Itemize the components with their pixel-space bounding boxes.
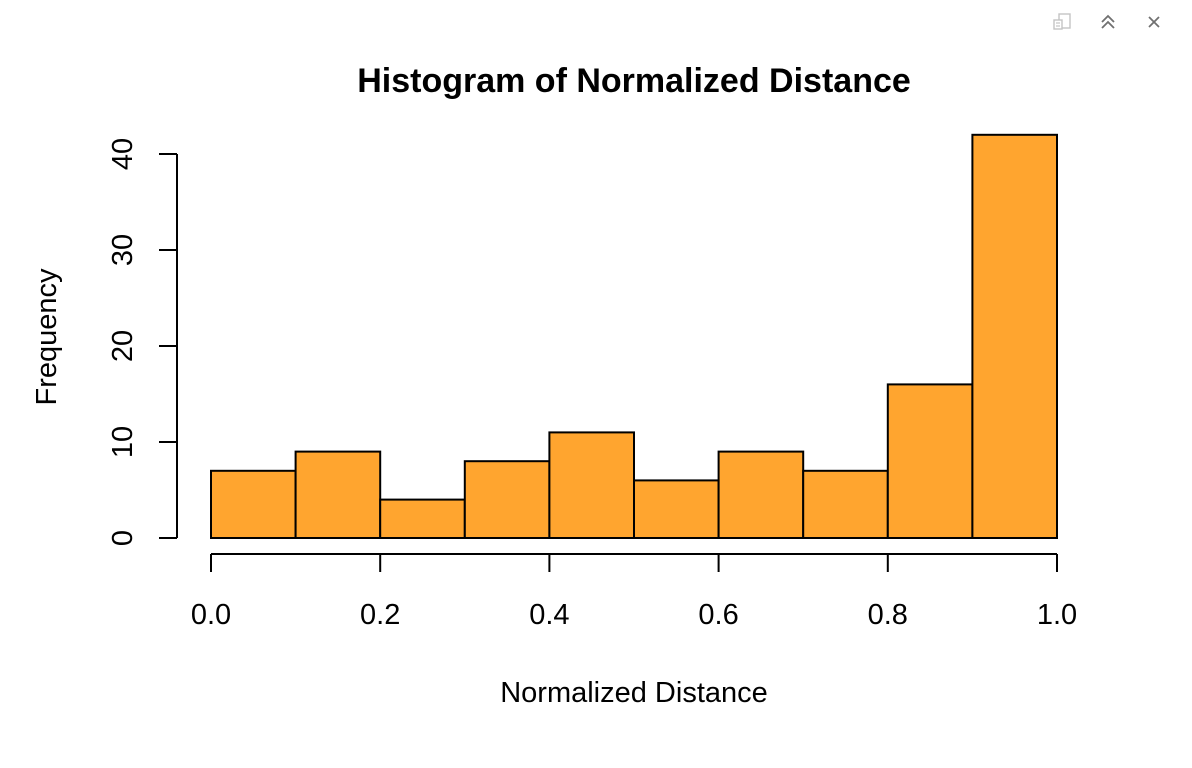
histogram-bar bbox=[294, 450, 382, 540]
x-axis: 0.0 0.2 0.4 0.6 0.8 1.0 bbox=[191, 553, 1077, 631]
x-tick-label: 0.8 bbox=[868, 599, 908, 631]
export-button[interactable] bbox=[1046, 8, 1078, 36]
y-tick-label: 30 bbox=[107, 234, 139, 266]
x-tick-label: 0.6 bbox=[698, 599, 738, 631]
y-tick-label: 10 bbox=[107, 426, 139, 458]
bars-group bbox=[210, 133, 1059, 540]
y-axis-label: Frequency bbox=[31, 268, 63, 406]
histogram-bar bbox=[802, 469, 889, 539]
y-axis: 0 10 20 30 40 bbox=[107, 138, 178, 546]
export-icon bbox=[1053, 13, 1071, 30]
x-axis-label: Normalized Distance bbox=[500, 677, 768, 709]
close-icon bbox=[1148, 16, 1160, 28]
histogram-bar bbox=[463, 460, 551, 540]
histogram-bar bbox=[548, 431, 636, 539]
chart-title: Histogram of Normalized Distance bbox=[357, 62, 911, 100]
histogram-bar bbox=[210, 469, 297, 539]
y-tick-label: 0 bbox=[107, 530, 139, 546]
x-tick-label: 0.4 bbox=[529, 599, 569, 631]
x-tick-label: 0.2 bbox=[360, 599, 400, 631]
y-tick-label: 20 bbox=[107, 330, 139, 362]
y-tick-label: 40 bbox=[107, 138, 139, 170]
plot-toolbar bbox=[1046, 8, 1170, 36]
collapse-icon bbox=[1101, 14, 1115, 29]
histogram-bar bbox=[971, 133, 1059, 540]
histogram-bar bbox=[633, 479, 720, 539]
collapse-button[interactable] bbox=[1092, 8, 1124, 36]
histogram-bar bbox=[379, 498, 466, 540]
histogram-bar bbox=[717, 450, 805, 540]
x-tick-label: 1.0 bbox=[1037, 599, 1077, 631]
histogram-bar bbox=[886, 383, 974, 539]
close-button[interactable] bbox=[1138, 8, 1170, 36]
x-tick-label: 0.0 bbox=[191, 599, 231, 631]
